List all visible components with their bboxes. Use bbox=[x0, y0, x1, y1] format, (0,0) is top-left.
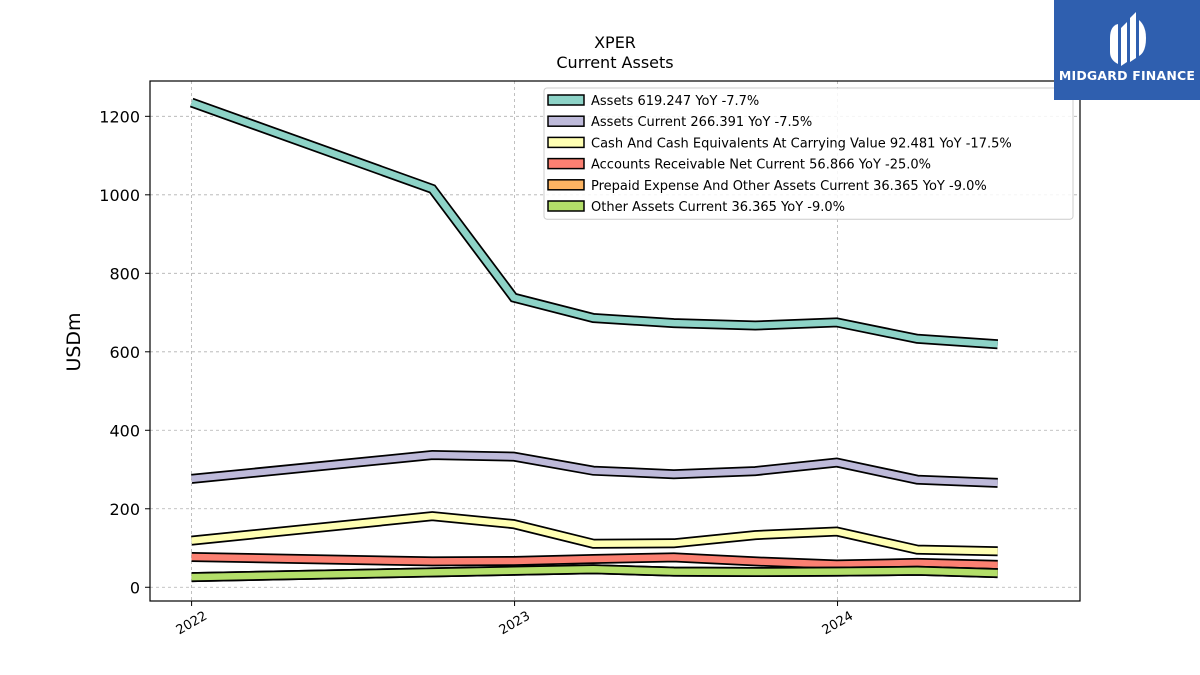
logo-text: MIDGARD FINANCE bbox=[1058, 68, 1196, 83]
x-tick-label: 2023 bbox=[497, 609, 533, 639]
logo-mark-icon bbox=[1110, 12, 1146, 66]
x-tick-label: 2022 bbox=[174, 609, 210, 639]
y-tick-label: 200 bbox=[109, 500, 140, 519]
series-layer bbox=[189, 97, 999, 583]
legend-swatch bbox=[547, 136, 585, 149]
midgard-finance-logo: MIDGARD FINANCE bbox=[1054, 0, 1200, 100]
y-tick-label: 1000 bbox=[99, 186, 140, 205]
x-tick-label: 2024 bbox=[820, 609, 856, 639]
legend-swatch bbox=[547, 157, 585, 170]
legend-entry: Other Assets Current 36.365 YoY -9.0% bbox=[591, 200, 845, 215]
chart-title: XPER bbox=[594, 33, 636, 52]
legend-entry: Cash And Cash Equivalents At Carrying Va… bbox=[591, 136, 1012, 151]
series-line bbox=[191, 565, 998, 581]
axis-ticks: 0 200 400 600 800 1000 1200 2022 2023 2024 bbox=[99, 107, 856, 638]
y-tick-label: 0 bbox=[130, 578, 140, 597]
y-tick-label: 800 bbox=[109, 264, 140, 283]
plot-frame bbox=[149, 80, 1081, 602]
y-tick-label: 1200 bbox=[99, 107, 140, 126]
series-line bbox=[191, 553, 998, 569]
legend-box bbox=[543, 87, 1074, 220]
legend-entry: Prepaid Expense And Other Assets Current… bbox=[591, 179, 987, 194]
legend-swatch bbox=[547, 179, 585, 191]
y-axis-label: USDm bbox=[63, 312, 85, 371]
series-line bbox=[190, 99, 998, 348]
series-line bbox=[191, 451, 998, 487]
y-tick-label: 400 bbox=[109, 421, 140, 440]
legend: Assets 619.247 YoY -7.7% Assets Current 2… bbox=[543, 87, 1074, 220]
legend-entry: Assets Current 266.391 YoY -7.5% bbox=[591, 115, 812, 130]
legend-swatch bbox=[547, 94, 585, 106]
chart-subtitle: Current Assets bbox=[556, 53, 673, 72]
legend-swatch bbox=[547, 115, 585, 127]
y-tick-label: 600 bbox=[109, 343, 140, 362]
legend-swatch bbox=[547, 200, 585, 212]
series-line bbox=[191, 512, 998, 555]
legend-entry: Accounts Receivable Net Current 56.866 Y… bbox=[591, 158, 931, 173]
legend-entry: Assets 619.247 YoY -7.7% bbox=[591, 94, 759, 109]
